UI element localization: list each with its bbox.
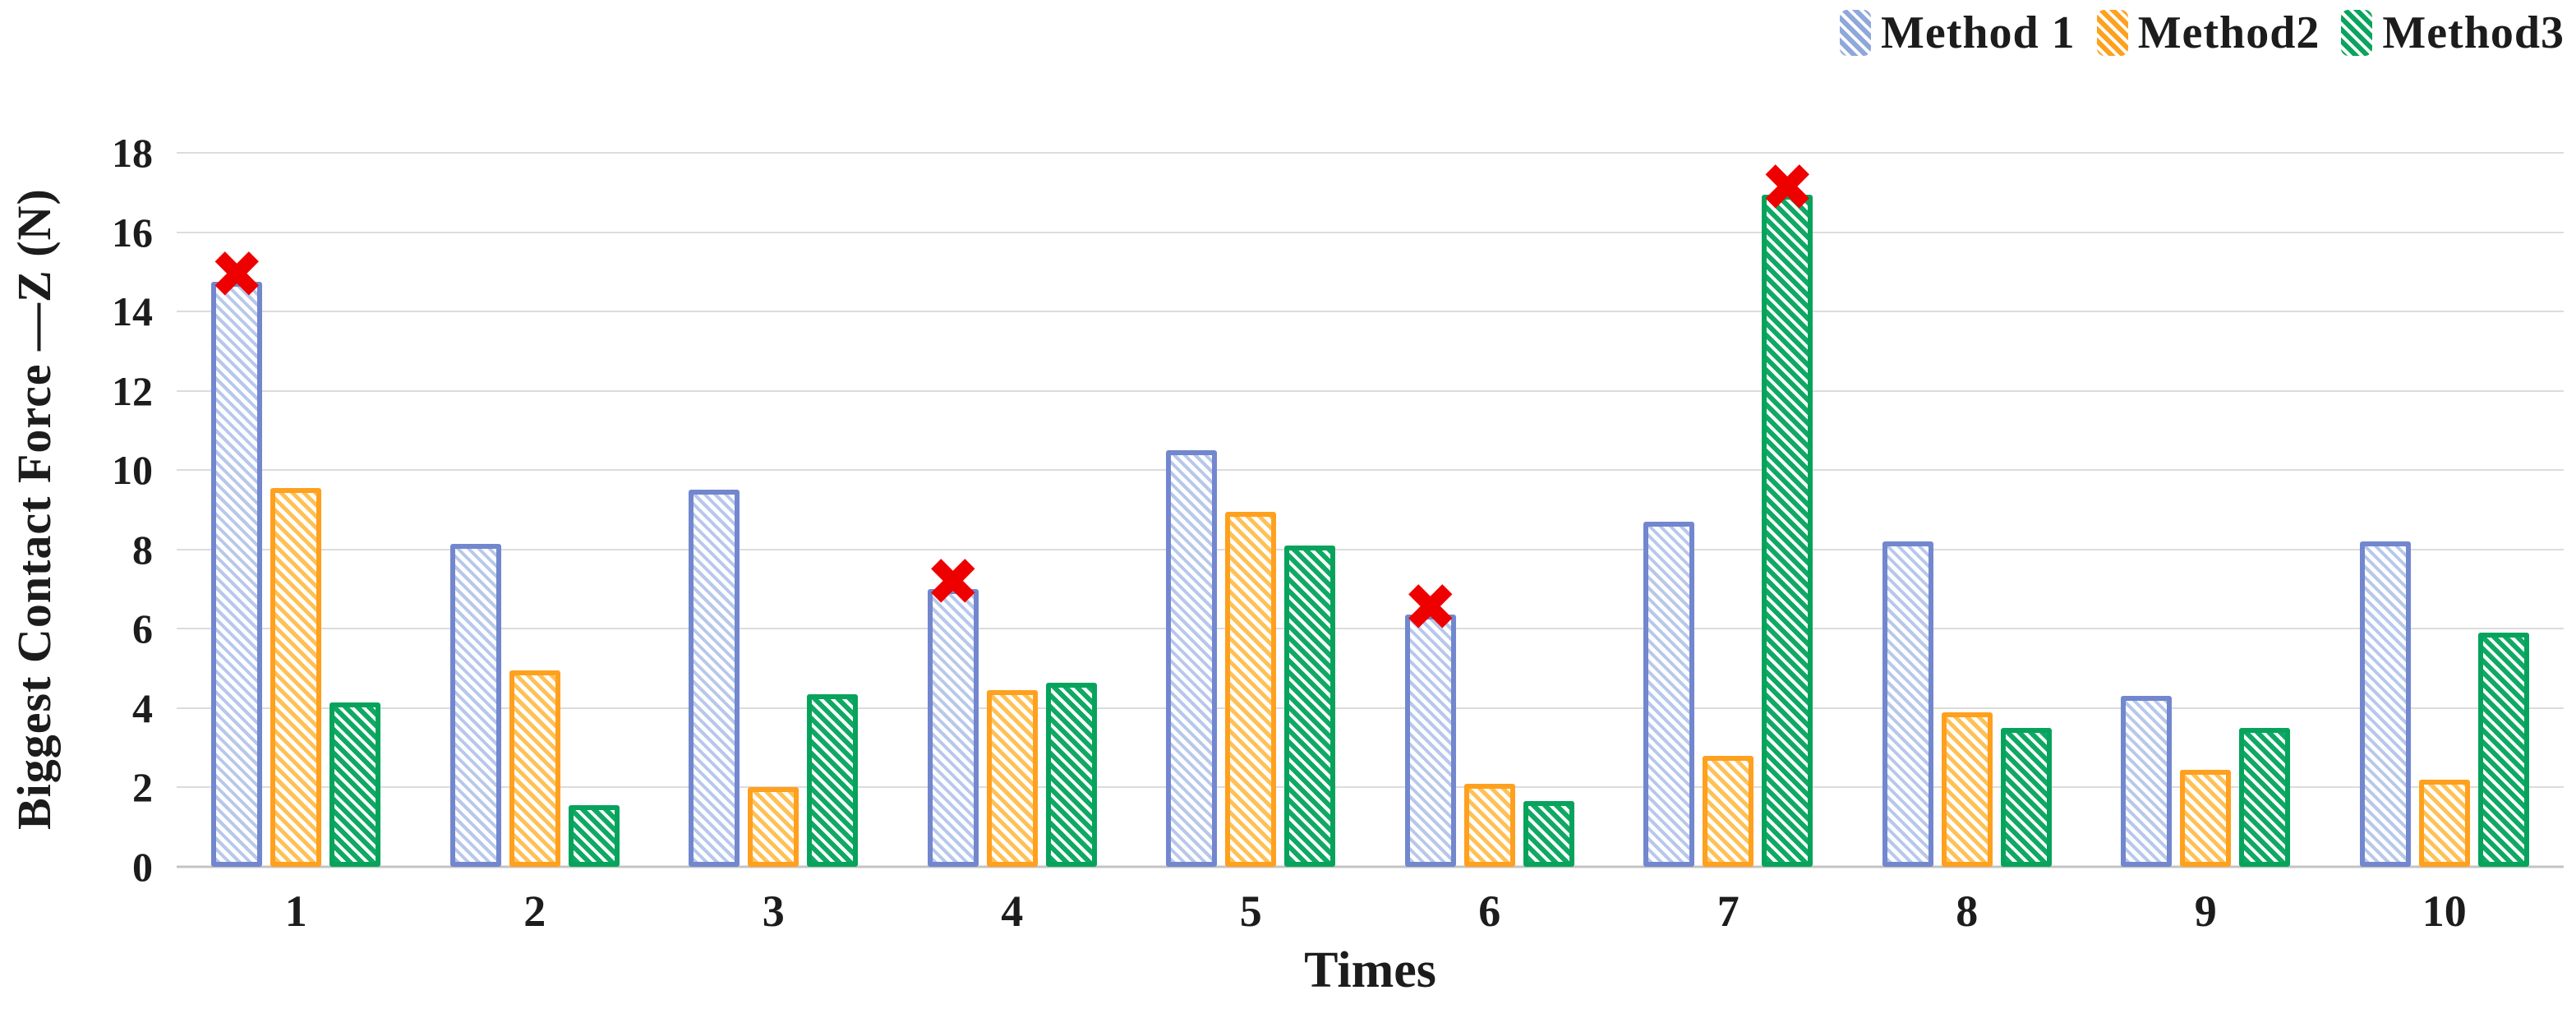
y-axis-tick-labels: 0 2 4 6 8 10 12 14 16 18	[66, 132, 164, 887]
bar-method2-time9	[2180, 769, 2232, 867]
method3-swatch-icon	[2341, 10, 2373, 56]
bar-method1-time10	[2359, 541, 2411, 867]
bar-group-3	[654, 153, 893, 867]
bar-method2-time5	[1225, 511, 1277, 867]
bar-method3-time7: ✖	[1760, 154, 1815, 867]
bar-method1-time9	[2121, 696, 2173, 867]
x-tick-4: 4	[1001, 887, 1024, 936]
bar-group-1: ✖	[177, 153, 416, 867]
y-tick-6: 6	[132, 606, 153, 652]
gridline-16	[177, 231, 2564, 233]
plot-area: ✖ ✖ ✖ ✖	[177, 152, 2564, 868]
x-tick-6: 6	[1478, 887, 1501, 936]
y-tick-16: 16	[112, 209, 153, 256]
gridline-8	[177, 548, 2564, 550]
bar-group-5	[1131, 153, 1371, 867]
bar-group-4: ✖	[893, 153, 1132, 867]
gridline-12	[177, 389, 2564, 392]
gridline-14	[177, 311, 2564, 313]
red-x-marker-time4: ✖	[925, 544, 981, 621]
red-x-marker-time6: ✖	[1403, 569, 1459, 647]
x-tick-8: 8	[1956, 887, 1979, 936]
bar-method1-time4: ✖	[925, 550, 980, 867]
bar-method1-time5	[1166, 450, 1218, 867]
bar-method2-time1	[270, 487, 322, 867]
y-tick-8: 8	[132, 526, 153, 573]
bar-method2-time2	[509, 670, 560, 867]
bar-group-8	[1848, 153, 2087, 867]
bar-method1-time1: ✖	[210, 242, 265, 867]
y-tick-2: 2	[132, 764, 153, 811]
gridline-0	[177, 865, 2564, 868]
bar-group-9	[2086, 153, 2325, 867]
legend-label-method2: Method2	[2137, 7, 2320, 58]
bar-groups: ✖ ✖ ✖ ✖	[177, 153, 2564, 867]
y-tick-4: 4	[132, 684, 153, 731]
bar-method1-time6: ✖	[1403, 575, 1458, 867]
method2-swatch-icon	[2096, 10, 2128, 56]
x-tick-5: 5	[1239, 887, 1262, 936]
bar-method3-time9	[2239, 728, 2291, 867]
gridline-6	[177, 628, 2564, 630]
bar-method2-time6	[1463, 783, 1515, 867]
bar-group-10	[2325, 153, 2564, 867]
x-tick-10: 10	[2422, 887, 2467, 936]
bar-method3-time8	[2000, 728, 2052, 867]
bar-group-6: ✖	[1371, 153, 1610, 867]
bar-method2-time4	[986, 690, 1038, 867]
gridline-10	[177, 469, 2564, 472]
legend-label-method3: Method3	[2382, 7, 2564, 58]
bar-method2-time8	[1941, 712, 1993, 867]
gridline-2	[177, 786, 2564, 789]
x-tick-3: 3	[762, 887, 785, 936]
x-tick-7: 7	[1717, 887, 1740, 936]
bar-method3-time5	[1284, 545, 1336, 867]
legend-label-method1: Method 1	[1881, 7, 2076, 58]
red-x-marker-time7: ✖	[1759, 149, 1815, 226]
bar-method2-time3	[748, 787, 800, 867]
y-axis-title: Biggest Contact Force —Z (N)	[7, 188, 61, 831]
legend-item-method3: Method3	[2341, 7, 2564, 59]
bar-method1-time2	[449, 543, 501, 867]
y-tick-14: 14	[112, 288, 153, 335]
legend-item-method1: Method 1	[1840, 7, 2076, 59]
bar-group-7: ✖	[1609, 153, 1848, 867]
gridline-18	[177, 152, 2564, 154]
x-axis-tick-labels: 1 2 3 4 5 6 7 8 9 10	[177, 889, 2564, 933]
bar-method1-time3	[689, 490, 740, 867]
x-tick-2: 2	[523, 887, 546, 936]
bar-method3-time2	[568, 805, 620, 867]
y-tick-0: 0	[132, 844, 153, 890]
bar-method3-time4	[1045, 682, 1097, 867]
bar-method2-time7	[1703, 755, 1754, 867]
bar-method1-time7	[1643, 521, 1695, 867]
bar-group-2	[416, 153, 655, 867]
bar-method3-time3	[807, 694, 859, 867]
y-tick-10: 10	[112, 447, 153, 494]
legend-item-method2: Method2	[2096, 7, 2320, 59]
bar-method3-time6	[1523, 801, 1574, 867]
bar-method1-time8	[1882, 541, 1933, 867]
red-x-marker-time1: ✖	[209, 236, 265, 313]
bar-method3-time1	[329, 702, 381, 867]
bar-method3-time10	[2477, 633, 2529, 867]
gridline-4	[177, 707, 2564, 709]
y-tick-12: 12	[112, 367, 153, 414]
x-tick-9: 9	[2194, 887, 2217, 936]
y-tick-18: 18	[112, 130, 153, 176]
legend: Method 1 Method2 Method3	[1840, 7, 2564, 59]
method1-swatch-icon	[1840, 10, 1872, 56]
bar-method2-time10	[2418, 779, 2470, 867]
x-tick-1: 1	[284, 887, 307, 936]
x-axis-title: Times	[1304, 942, 1436, 998]
